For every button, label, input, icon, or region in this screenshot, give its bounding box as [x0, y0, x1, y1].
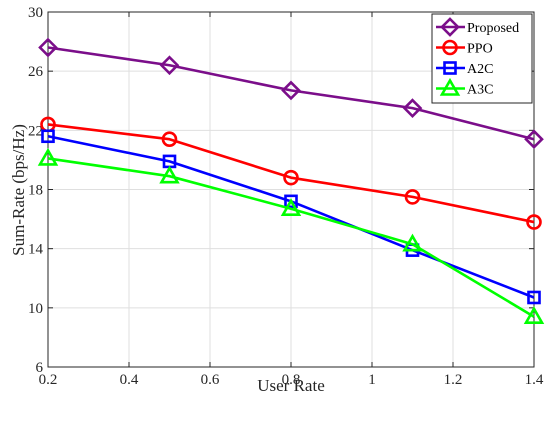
y-tick-label: 14: [28, 242, 44, 258]
data-point-a2c: [527, 290, 541, 305]
data-point-a2c: [41, 129, 55, 144]
data-point-proposed: [159, 55, 180, 76]
data-point-a3c: [402, 233, 423, 252]
data-series: [37, 37, 545, 325]
data-point-a3c: [159, 165, 180, 184]
legend-swatch-marker: [442, 39, 458, 56]
y-tick-label: 30: [28, 5, 43, 21]
series-a3c: [37, 147, 545, 325]
x-axis-title: User Rate: [257, 376, 325, 395]
legend-entry-proposed: Proposed: [436, 17, 519, 37]
x-tick-label: 0.2: [39, 372, 58, 388]
x-tick-label: 1.4: [525, 372, 544, 388]
data-point-ppo: [161, 131, 178, 148]
legend-label: PPO: [467, 42, 493, 57]
x-tick-label: 1.2: [444, 372, 463, 388]
data-point-proposed: [402, 98, 423, 118]
axis-ticks: 0.2 0.4 0.6 0.8 1 1.2 1.4 6 10 14 18 22 26 30: [28, 5, 544, 388]
legend-swatch-marker: [443, 61, 457, 75]
x-tick-label: 1: [368, 372, 376, 388]
legend-entry-ppo: PPO: [436, 39, 493, 57]
data-point-proposed: [524, 129, 544, 150]
data-point-ppo: [526, 214, 542, 230]
data-point-proposed: [281, 80, 301, 101]
series-proposed: [38, 37, 544, 150]
legend-swatch-marker: [439, 77, 461, 96]
x-tick-label: 0.6: [201, 372, 220, 388]
series-line-a3c: [47, 157, 535, 318]
y-tick-label: 18: [28, 183, 43, 199]
data-point-ppo: [404, 189, 421, 205]
legend: Proposed PPO A2C A3C: [431, 13, 533, 104]
y-axis-title: Sum-Rate (bps/Hz): [9, 124, 28, 256]
legend-entry-a2c: A2C: [436, 61, 493, 77]
x-tick-label: 0.8: [282, 372, 301, 388]
data-point-a3c: [523, 306, 545, 325]
data-point-ppo: [283, 169, 299, 186]
series-line-proposed: [47, 46, 535, 141]
legend-entry-a3c: A3C: [436, 77, 493, 98]
data-point-a3c: [280, 198, 302, 217]
series-line-ppo: [47, 123, 535, 224]
legend-swatch-marker: [440, 17, 460, 37]
legend-label: Proposed: [467, 21, 519, 36]
x-tick-label: 0.4: [120, 372, 139, 388]
data-point-a2c: [284, 194, 298, 209]
y-tick-label: 26: [28, 64, 44, 80]
legend-label: A2C: [467, 62, 493, 77]
y-tick-label: 22: [28, 123, 43, 139]
data-point-a3c: [37, 147, 59, 166]
data-point-proposed: [38, 37, 58, 58]
legend-label: A3C: [467, 83, 493, 98]
y-tick-label: 6: [36, 360, 44, 376]
y-tick-label: 10: [28, 301, 43, 317]
